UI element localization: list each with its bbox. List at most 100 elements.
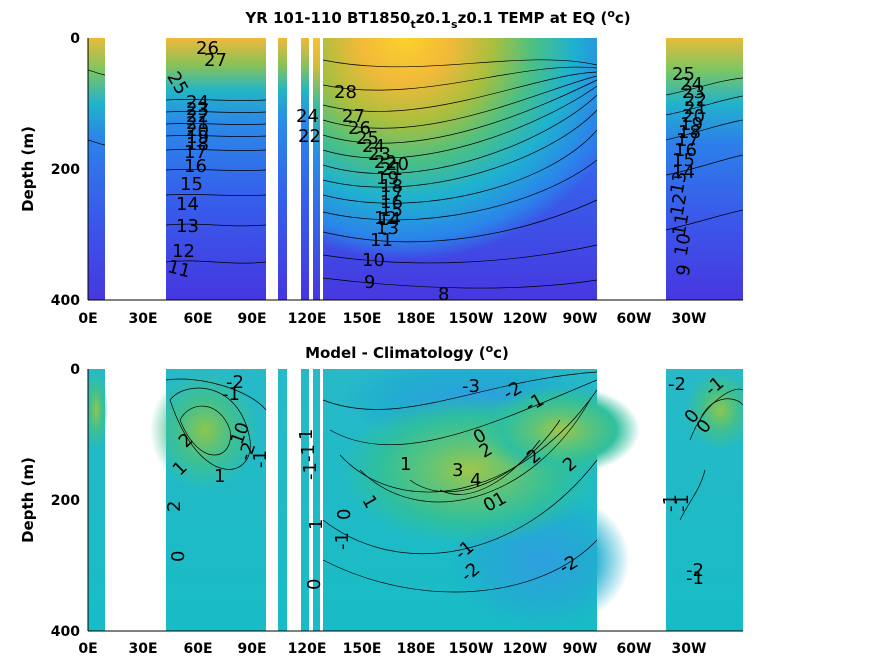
contour-label: -2 [686,560,704,581]
contour-line [165,135,267,137]
x-tick-label: 150E [343,641,382,656]
contour-label: 4 [470,470,481,491]
contour-label: 22 [374,152,397,173]
contour-line [165,194,267,196]
contour-label: 1 [400,454,411,475]
x-tick-label: 120E [288,311,327,327]
contour-label: -1 [686,568,704,589]
x-tick-label: 90E [237,641,266,656]
contour-label: 20 [386,154,409,175]
contour-label: 20 [682,106,705,127]
contour-label: 1 [296,429,317,440]
contour-label: -1 [222,384,240,405]
x-tick-label: 60E [183,311,212,327]
contour-line [169,387,251,470]
contour-label: 14 [378,209,401,230]
top-heatmap: 26 27 25 24 23 22 21 20 19 18 17 16 15 1… [88,38,743,300]
contour-label: 12 [667,192,692,218]
x-tick-label: 150W [449,641,494,656]
contour-line [322,129,598,204]
contour-label: 9 [364,272,375,293]
contour-label: 17 [676,130,699,151]
contour-line [322,79,598,144]
contour-label: 19 [680,114,703,135]
warm-anomaly [685,370,743,450]
ocean-region-maritime-3 [313,369,320,631]
contour-label: 28 [334,82,357,103]
contour-line [179,405,231,456]
contour-label: 21 [186,113,209,134]
y-tick-label: 200 [51,162,80,178]
contour-line [165,223,267,227]
contour-line [322,71,598,112]
contour-label: 26 [196,38,219,59]
contour-label: 12 [374,208,397,229]
ocean-region-atlantic-east [88,38,105,300]
bottom-x-ticks: 0E 30E 60E 90E 120E 150E 180E 150W 120W … [78,641,706,656]
y-tick-label: 400 [51,624,80,640]
contour-label: 3 [452,460,463,481]
pacific-warm-pool [323,38,597,300]
ocean-region-maritime-1 [278,369,287,631]
x-tick-label: 30W [672,641,707,656]
contour-label: 13 [176,216,199,237]
contour-label: 14 [176,194,199,215]
contour-label: 23 [186,99,209,120]
ocean-region-atlantic-west [666,38,743,300]
contour-label: 16 [184,156,207,177]
ocean-region-maritime-1 [278,38,287,300]
contour-line [665,154,743,176]
contour-line [322,94,598,174]
top-contour-labels: 26 27 25 24 23 22 21 20 19 18 17 16 15 1… [162,38,707,300]
contour-line [88,139,106,146]
contour-label: 0 [334,509,355,520]
contour-label: 16 [380,192,403,213]
contour-line [439,439,541,495]
contour-label: 18 [380,176,403,197]
contour-label: 11 [669,212,694,238]
contour-label: 23 [368,144,391,165]
contour-label: 0 [304,579,325,590]
contour-label: 19 [376,168,399,189]
title-part: z0.1 TEMP at EQ ( [458,9,608,27]
title-part: z0.1 [416,9,451,27]
x-tick-label: 60E [183,641,212,656]
contour-label: 14 [672,162,695,183]
contour-line [699,398,743,421]
contour-label: 22 [684,90,707,111]
bottom-y-axis-label: Depth (m) [19,457,37,543]
contour-label: -1 [660,494,681,512]
contour-label: 20 [186,120,209,141]
contour-label: 15 [380,200,403,221]
top-y-axis-label: Depth (m) [19,126,37,212]
contour-line [165,99,267,101]
ocean-region-indian [166,38,266,300]
contour-line [329,379,598,445]
title-part: YR 101-110 BT1850 [244,9,410,27]
contour-label: 18 [678,122,701,143]
contour-label: -1 [300,462,321,480]
contour-line [322,371,598,410]
y-tick-label: 0 [70,31,80,47]
x-tick-label: 0E [78,641,97,656]
contour-label: -1 [298,444,319,462]
contour-label: 1 [214,466,225,487]
ocean-region-maritime-2 [301,38,309,300]
contour-line [322,459,598,555]
contour-line [165,111,267,113]
contour-label: 0 [168,551,189,562]
contour-label: -1 [672,494,693,512]
bottom-heatmap: -2 -1 1 2 0 1 -2 1 -1 0 2 1 -1 -1 1 0 -1… [88,369,743,631]
contour-label: 27 [342,106,365,127]
x-tick-label: 90W [563,641,598,656]
x-tick-label: 60W [617,311,652,327]
contour-label: 15 [672,150,695,171]
contour-label: 26 [348,118,371,139]
contour-line [322,199,598,243]
contour-label: 13 [376,218,399,239]
contour-line [665,95,743,116]
x-tick-label: 180E [397,641,436,656]
contour-line [165,378,267,411]
warm-anomaly [88,370,108,450]
y-tick-label: 0 [70,362,80,378]
